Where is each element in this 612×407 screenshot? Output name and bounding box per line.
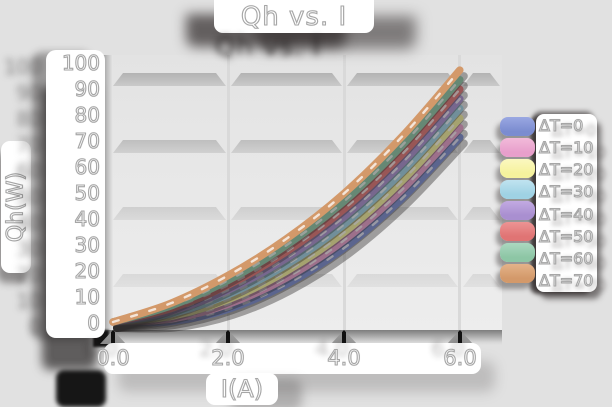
gridline-band-segment [347, 207, 458, 220]
legend-item: ΔT=40 [536, 203, 597, 225]
gridline-band-segment [347, 73, 458, 86]
x-tick-label: 4.0 [327, 345, 362, 370]
x-axis-label-box: I(A) [206, 373, 278, 405]
legend-item: ΔT=10 [536, 136, 597, 158]
gridline-band-segment [463, 274, 500, 287]
x-axis-tick-bar [111, 330, 115, 344]
legend-label: ΔT=60 [538, 249, 594, 269]
y-tick-label: 70 [74, 128, 101, 153]
legend-swatch [500, 117, 535, 136]
y-tick-label: 50 [74, 180, 101, 205]
legend-label: ΔT=70 [538, 271, 594, 291]
y-axis-label: Qh(W) [3, 171, 29, 243]
legend-item: ΔT=20 [536, 159, 597, 181]
y-tick-label: 20 [74, 258, 101, 283]
legend-swatch [500, 264, 535, 283]
y-tick-label: 90 [74, 76, 101, 101]
shadow-blob [56, 370, 106, 407]
gridline-band-segment [463, 207, 500, 220]
legend-swatch [500, 180, 535, 199]
y-tick-label: 10 [74, 284, 101, 309]
legend-swatch [500, 138, 535, 157]
legend-label: ΔT=10 [538, 137, 594, 157]
y-tick-label: 0 [87, 310, 101, 335]
gridline-band-segment [113, 274, 226, 287]
legend-swatch [500, 159, 535, 178]
y-tick-label: 30 [74, 232, 101, 257]
legend-box: ΔT=0 ΔT=10 ΔT=20 ΔT=30 ΔT=40 ΔT=50 ΔT=60 ΔT=70 [536, 114, 597, 292]
legend-item: ΔT=50 [536, 225, 597, 247]
legend-label: ΔT=40 [538, 204, 594, 224]
x-axis-tick-bar [226, 330, 230, 344]
legend-label: ΔT=50 [538, 226, 594, 246]
gridline-band-segment [347, 140, 458, 153]
legend-label: ΔT=30 [538, 182, 594, 202]
legend-label: ΔT=0 [538, 115, 584, 135]
x-axis-tick-bar [458, 330, 462, 344]
gridline-band-segment [231, 274, 342, 287]
gridline-band-segment [463, 140, 500, 153]
x-tick-labels-box: 0.0 2.0 4.0 6.0 [96, 343, 481, 374]
legend-item: ΔT=70 [536, 270, 597, 292]
plot-area [105, 55, 502, 331]
vertical-gridline [227, 55, 230, 331]
title-box: Qh vs. I [214, 0, 374, 33]
gridline-band-segment [113, 207, 226, 220]
y-tick-labels-box: 100 90 80 70 60 50 40 30 20 10 0 [46, 50, 105, 338]
x-tick-label: 0.0 [96, 345, 131, 370]
gridline-band-segment [113, 73, 226, 86]
legend-swatches [500, 117, 535, 285]
legend-swatch [500, 201, 535, 220]
y-tick-label: 80 [74, 102, 101, 127]
gridline-band-segment [231, 73, 342, 86]
legend-item: ΔT=30 [536, 181, 597, 203]
vertical-gridline [342, 55, 346, 331]
x-axis-tick-bar [342, 330, 346, 344]
legend-label: ΔT=20 [538, 160, 594, 180]
y-tick-label: 100 [61, 50, 100, 75]
y-tick-label: 60 [74, 154, 101, 179]
gridline-band-segment [347, 274, 458, 287]
legend-swatch [500, 222, 535, 241]
x-tick-label: 2.0 [211, 345, 246, 370]
legend-item: ΔT=0 [536, 114, 597, 136]
gridline-band-segment [113, 140, 226, 153]
chart-title: Qh vs. I [240, 1, 348, 32]
x-tick-label: 6.0 [443, 345, 478, 370]
x-axis-label: I(A) [220, 374, 264, 403]
y-tick-label: 40 [74, 206, 101, 231]
gridline-band-segment [231, 140, 342, 153]
gridline-band-segment [463, 73, 500, 86]
legend-item: ΔT=60 [536, 248, 597, 270]
y-axis-label-box: Qh(W) [1, 141, 31, 273]
x-axis-line [95, 330, 502, 345]
vertical-gridline [458, 55, 461, 331]
legend-swatch [500, 243, 535, 262]
gridline-band-segment [231, 207, 342, 220]
